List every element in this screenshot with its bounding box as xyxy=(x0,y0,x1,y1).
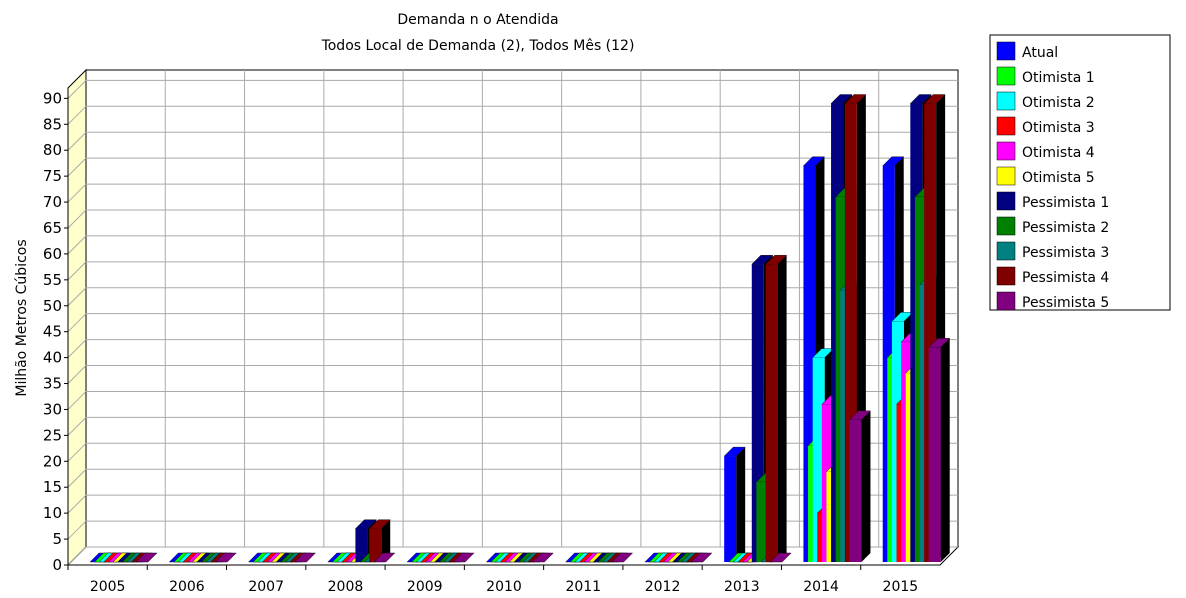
x-tick-label: 2010 xyxy=(486,579,522,594)
bar-side xyxy=(940,338,950,562)
legend-swatch xyxy=(996,291,1016,311)
x-tick-label: 2006 xyxy=(169,579,205,594)
x-tick-label: 2014 xyxy=(803,579,839,594)
y-tick-label: 85 xyxy=(43,115,62,133)
bar-side xyxy=(777,255,787,563)
bar-top xyxy=(135,552,158,563)
bar-side xyxy=(381,519,391,562)
chart-title: Demanda n o Atendida xyxy=(397,12,558,28)
bar-top xyxy=(214,552,237,563)
grid-line xyxy=(67,417,87,436)
y-tick-label: 75 xyxy=(43,167,62,185)
y-tick-label: 5 xyxy=(52,530,62,548)
grid-line xyxy=(67,365,87,384)
x-tick-label: 2012 xyxy=(645,579,681,594)
grid-line xyxy=(67,391,87,410)
y-tick-label: 55 xyxy=(43,271,62,289)
y-tick-label: 10 xyxy=(43,504,62,522)
bar-top xyxy=(769,552,792,563)
x-tick-label: 2007 xyxy=(248,579,284,594)
y-tick-label: 65 xyxy=(43,219,62,237)
left-wall xyxy=(67,68,87,567)
x-tick-label: 2009 xyxy=(407,579,443,594)
grid-line xyxy=(67,235,87,255)
bar xyxy=(765,264,778,562)
grid-line xyxy=(67,520,87,540)
grid-line xyxy=(67,313,87,333)
legend-label: Otimista 5 xyxy=(1022,170,1095,186)
grid-line xyxy=(67,287,87,307)
legend-label: Pessimista 3 xyxy=(1022,245,1109,261)
bar xyxy=(928,347,941,562)
legend-label: Pessimista 1 xyxy=(1022,195,1109,211)
legend-swatch xyxy=(996,241,1016,261)
grid-line xyxy=(67,442,87,462)
grid-line xyxy=(67,105,87,125)
y-tick-label: 45 xyxy=(43,323,62,341)
y-tick-label: 60 xyxy=(43,245,62,263)
bar-top xyxy=(452,552,475,563)
legend-swatch xyxy=(996,91,1016,111)
y-tick-label: 35 xyxy=(43,375,62,393)
legend-label: Otimista 2 xyxy=(1022,95,1095,111)
y-tick-label: 70 xyxy=(43,193,62,211)
bar-top xyxy=(294,552,317,563)
grid-line xyxy=(67,261,87,281)
x-tick-label: 2011 xyxy=(565,579,601,594)
y-tick-label: 15 xyxy=(43,478,62,496)
bar xyxy=(724,456,737,562)
x-tick-label: 2005 xyxy=(90,579,126,594)
y-tick-label: 90 xyxy=(43,89,62,107)
grid-line xyxy=(67,546,87,566)
y-tick-label: 25 xyxy=(43,426,62,444)
x-tick-label: 2015 xyxy=(883,579,919,594)
legend xyxy=(989,34,1171,311)
legend-swatch xyxy=(996,191,1016,211)
grid-line xyxy=(67,183,87,203)
legend-swatch xyxy=(996,116,1016,136)
y-tick-label: 50 xyxy=(43,297,62,315)
legend-swatch xyxy=(996,66,1016,86)
y-axis-label: Milhão Metros Cúbicos xyxy=(14,239,30,396)
bar xyxy=(849,419,862,562)
y-tick-label: 80 xyxy=(43,141,62,159)
chart-subtitle: Todos Local de Demanda (2), Todos Mês (1… xyxy=(321,38,635,54)
bar xyxy=(369,528,382,562)
legend-label: Pessimista 2 xyxy=(1022,220,1109,236)
legend-label: Pessimista 4 xyxy=(1022,270,1109,286)
grid-line xyxy=(67,339,87,358)
grid-line xyxy=(67,80,87,99)
bar-top xyxy=(531,552,554,563)
bar xyxy=(756,482,769,562)
legend-swatch xyxy=(996,41,1016,61)
grid-line xyxy=(67,209,87,229)
legend-label: Pessimista 5 xyxy=(1022,295,1109,311)
y-tick-label: 40 xyxy=(43,349,62,367)
legend-label: Otimista 1 xyxy=(1022,70,1095,86)
y-tick-label: 30 xyxy=(43,400,62,418)
bar-top xyxy=(690,552,713,563)
x-tick-label: 2013 xyxy=(724,579,760,594)
y-tick-label: 20 xyxy=(43,452,62,470)
legend-swatch xyxy=(996,166,1016,186)
grid-line xyxy=(67,157,87,177)
legend-label: Atual xyxy=(1022,45,1058,61)
bar xyxy=(355,528,368,562)
grid-line xyxy=(67,494,87,514)
legend-swatch xyxy=(996,266,1016,286)
bar-top xyxy=(611,552,634,563)
bar-side xyxy=(736,447,746,562)
y-tick-label: 0 xyxy=(52,556,62,574)
grid-line xyxy=(67,468,87,488)
bar-top xyxy=(373,552,396,563)
legend-label: Otimista 4 xyxy=(1022,145,1095,161)
x-tick-label: 2008 xyxy=(328,579,364,594)
bar-side xyxy=(861,410,871,562)
legend-label: Otimista 3 xyxy=(1022,120,1095,136)
legend-swatch xyxy=(996,141,1016,161)
legend-swatch xyxy=(996,216,1016,236)
grid-line xyxy=(67,131,87,151)
